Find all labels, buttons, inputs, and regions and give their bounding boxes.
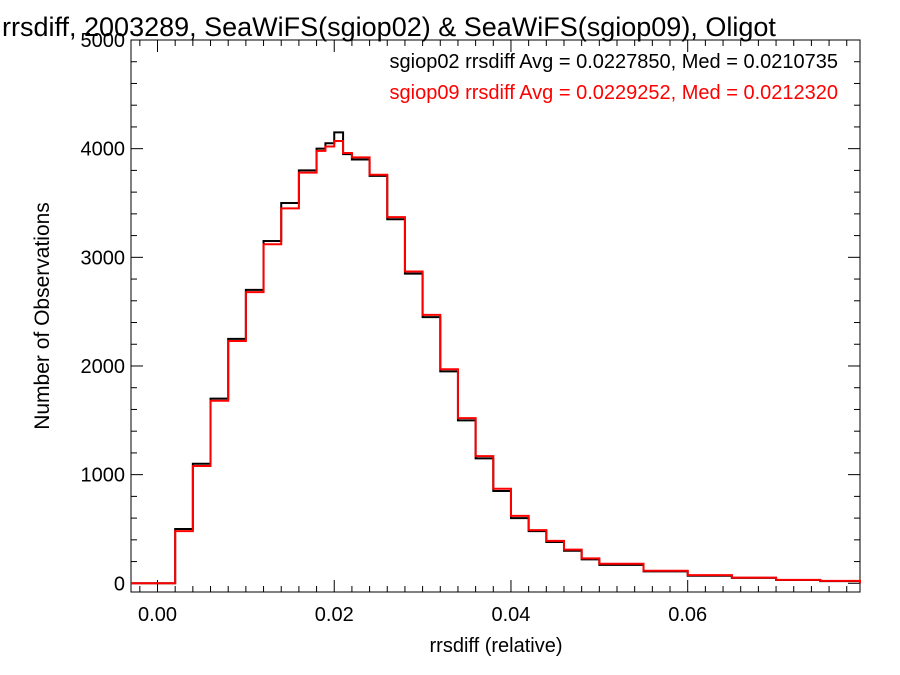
- x-axis-label: rrsdiff (relative): [430, 635, 563, 657]
- plot-frame: [130, 39, 861, 593]
- chart-title: rrsdiff, 2003289, SeaWiFS(sgiop02) & Sea…: [2, 12, 776, 42]
- y-tick-label: 5000: [81, 30, 126, 52]
- y-tick-label: 2000: [81, 356, 126, 378]
- y-tick-label: 1000: [81, 465, 126, 487]
- annotation-sgiop02-stats: sgiop02 rrsdiff Avg = 0.0227850, Med = 0…: [390, 51, 839, 73]
- y-tick-label: 4000: [81, 139, 126, 161]
- series-layer: [131, 131, 861, 585]
- x-tick-label: 0.06: [668, 604, 707, 626]
- y-axis-label: Number of Observations: [31, 202, 54, 430]
- histogram-series-1: [131, 140, 861, 585]
- y-tick-label: 3000: [81, 247, 126, 269]
- histogram-series-0: [131, 131, 861, 585]
- x-tick-label: 0.00: [138, 604, 177, 626]
- x-tick-label: 0.02: [315, 604, 354, 626]
- y-tick-label: 0: [114, 573, 125, 595]
- annotation-sgiop09-stats: sgiop09 rrsdiff Avg = 0.0229252, Med = 0…: [390, 82, 839, 104]
- x-axis-ticks: 0.00 0.02 0.04 0.06: [138, 40, 848, 626]
- x-tick-label: 0.04: [491, 604, 530, 626]
- y-axis-ticks: 0 1000 2000 3000 4000 5000: [81, 30, 860, 595]
